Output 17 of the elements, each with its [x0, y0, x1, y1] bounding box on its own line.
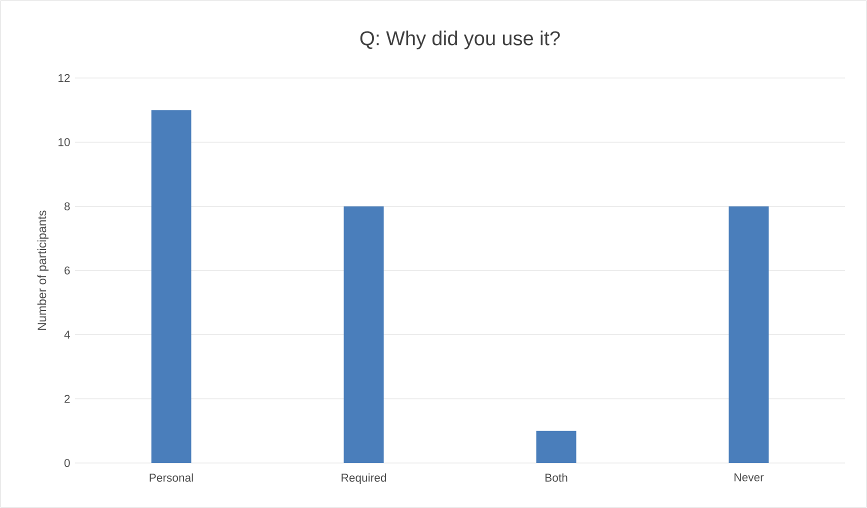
bar: [344, 206, 384, 463]
x-tick-label: Personal: [150, 473, 193, 482]
y-tick-label: 4: [64, 330, 70, 339]
bar: [151, 110, 192, 463]
chart-title: Q: Why did you use it?: [360, 30, 560, 50]
bar: [536, 430, 576, 463]
x-tick-label: Never: [734, 473, 764, 482]
y-tick-label: 8: [64, 202, 70, 210]
y-tick-label: 10: [58, 138, 70, 146]
y-axis-title: Number of participants: [37, 210, 49, 330]
x-tick-label: Both: [546, 473, 568, 482]
bar: [728, 206, 769, 463]
y-tick-label: 6: [64, 266, 70, 275]
y-tick-label: 12: [58, 74, 70, 82]
y-tick-label: 2: [64, 394, 70, 403]
y-tick-label: 0: [64, 458, 70, 468]
x-tick-label: Required: [342, 473, 386, 484]
